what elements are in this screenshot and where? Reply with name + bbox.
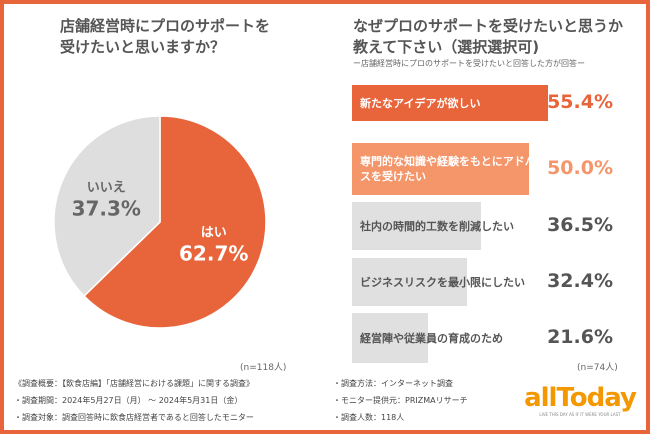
bar xyxy=(352,313,429,363)
footer-left: 《調査概要：【飲食店編】「店舗経営における課題」に関する調査》 ・調査期間：20… xyxy=(14,375,254,426)
pie-category-label: はい xyxy=(201,226,227,241)
bar-value-label: 32.4% xyxy=(547,270,613,292)
right-title-line2: 教えて下さい（選択選択可) xyxy=(353,38,540,56)
bar xyxy=(352,143,529,195)
monitor-provider: ・モニター提供元：PRIZMAリサーチ xyxy=(333,396,468,405)
survey-method: ・調査方法：インターネット調査 xyxy=(333,379,453,388)
survey-target: ・調査対象：調査回答時に飲食店経営者であると回答したモニター xyxy=(14,413,254,422)
footer-right: ・調査方法：インターネット調査 ・モニター提供元：PRIZMAリサーチ ・調査人… xyxy=(333,375,468,426)
survey-count: ・調査人数：118人 xyxy=(333,413,405,422)
bar-category-label: 新たなアイデアが欲しい xyxy=(360,96,481,110)
alltoday-logo: allToday LIVE THIS DAY AS IF IT WERE YOU… xyxy=(522,384,638,417)
pie-slice-1 xyxy=(53,115,161,298)
bar-category-label: 社内の時間的工数を削減したい xyxy=(360,219,514,233)
logo-tagline: LIVE THIS DAY AS IF IT WERE YOUR LAST xyxy=(539,412,621,417)
left-title-line1: 店舗経営時にプロのサポートを xyxy=(60,17,271,35)
pie-slice-0 xyxy=(83,115,267,329)
bar xyxy=(352,202,482,250)
bar-value-label: 36.5% xyxy=(547,214,613,236)
right-subtitle: ー店舗経営時にプロのサポートを受けたいと回答した方が回答ー xyxy=(353,59,585,68)
left-title: 店舗経営時にプロのサポートを 受けたいと思いますか？ xyxy=(60,16,270,58)
bar xyxy=(352,258,467,306)
pie-value-label: 62.7% xyxy=(179,242,248,266)
pie-category-label: いいえ xyxy=(87,180,126,195)
right-title-line1: なぜプロのサポートを受けたいと思うか xyxy=(353,17,624,35)
bar-category-label: ビジネスリスクを最小限にしたい xyxy=(360,275,525,289)
right-n: (n=74人) xyxy=(577,363,618,373)
bar-value-label: 50.0% xyxy=(547,157,613,179)
bar-value-label: 21.6% xyxy=(547,326,613,348)
left-title-line2: 受けたいと思いますか？ xyxy=(60,38,226,56)
right-title: なぜプロのサポートを受けたいと思うか 教えて下さい（選択選択可) xyxy=(353,16,623,58)
survey-overview: 《調査概要：【飲食店編】「店舗経営における課題」に関する調査》 xyxy=(14,379,254,388)
pie-value-label: 37.3% xyxy=(72,196,141,220)
survey-period: ・調査期間：2024年5月27日（月） ～ 2024年5月31日（金） xyxy=(14,396,243,405)
bar xyxy=(352,85,548,121)
bar-category-label: 経営陣や従業員の育成のため xyxy=(360,331,503,345)
left-n: (n=118人) xyxy=(240,363,287,373)
bar-category-label: 専門的な知識や経験をもとにアドバイスを受けたい xyxy=(360,155,547,183)
logo-text: allToday xyxy=(524,383,637,413)
bar-value-label: 55.4% xyxy=(547,91,613,113)
